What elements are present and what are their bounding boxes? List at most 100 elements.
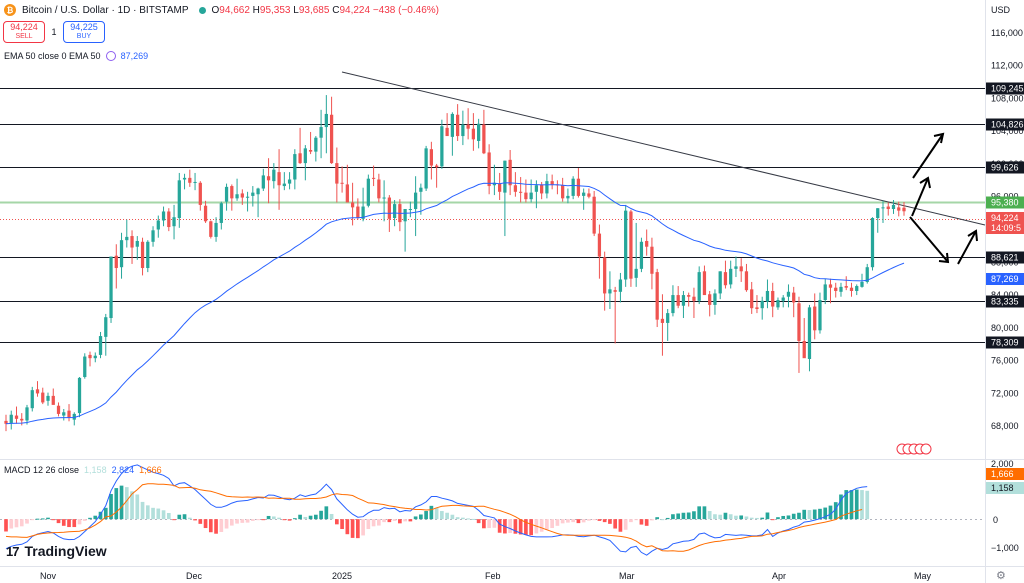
candle-body	[550, 181, 554, 185]
candle-body	[230, 186, 234, 199]
candle-body	[844, 286, 848, 288]
candle-body	[865, 267, 869, 282]
candle-body	[886, 206, 890, 210]
arrow-up-1-head	[933, 132, 945, 144]
candle-body	[419, 187, 423, 192]
price-tick: 72,000	[991, 388, 1019, 398]
macd-histogram-bar	[571, 519, 575, 523]
macd-histogram-bar	[19, 519, 24, 527]
candle-body	[792, 292, 796, 303]
currency-label[interactable]: USD	[991, 5, 1011, 15]
buy-button[interactable]: 94,225 BUY	[63, 21, 105, 43]
candle-body	[765, 290, 770, 302]
candle-body	[308, 149, 313, 152]
tradingview-logo[interactable]: 17 TradingView	[6, 543, 107, 559]
ema-price-tag: 87,269	[986, 273, 1024, 285]
price-tick: 112,000	[991, 61, 1023, 71]
macd-histogram-bar	[9, 519, 14, 529]
candle-body	[650, 246, 654, 274]
macd-histogram-bar	[592, 519, 597, 521]
macd-histogram-bar	[655, 517, 660, 520]
candle-body	[839, 286, 843, 292]
macd-histogram-bar	[623, 519, 628, 530]
macd-histogram-bar	[681, 512, 686, 520]
candle-body	[429, 149, 433, 166]
candle-body	[266, 176, 271, 181]
ema-value: 87,269	[120, 51, 149, 61]
symbol-title[interactable]: Bitcoin / U.S. Dollar · 1D · BITSTAMP	[22, 4, 189, 16]
macd-legend[interactable]: MACD 12 26 close 1,158 2,824 1,666	[4, 465, 162, 475]
candle-body	[119, 240, 124, 268]
bitcoin-icon: ₿	[4, 4, 16, 16]
macd-histogram-bar	[686, 512, 691, 520]
candle-body	[93, 355, 97, 359]
time-label: Dec	[186, 571, 203, 581]
macd-histogram-bar	[760, 517, 765, 520]
candle-body	[713, 293, 717, 305]
macd-histogram-bar	[329, 513, 334, 520]
ema-legend[interactable]: EMA 50 close 0 EMA 50 87,269	[4, 51, 148, 61]
candle-body	[377, 179, 381, 199]
candle-body	[209, 221, 213, 237]
macd-histogram-bar	[650, 519, 654, 521]
macd-histogram-bar	[319, 510, 323, 520]
candle-body	[9, 414, 13, 423]
candle-body	[350, 202, 355, 208]
candle-body	[140, 241, 145, 269]
projection-arrows[interactable]	[909, 132, 978, 265]
macd-histogram-bar	[235, 519, 239, 524]
level-tag	[986, 82, 1024, 95]
candle-body	[272, 169, 276, 182]
macd-histogram-bar	[707, 511, 712, 520]
last-price-value: 94,224	[991, 213, 1019, 223]
macd-line	[5, 464, 868, 556]
candle-body	[755, 307, 759, 310]
macd-histogram-bar	[298, 514, 302, 520]
macd-histogram-bar	[198, 519, 203, 524]
macd-histogram-bar	[277, 517, 281, 520]
macd-histogram-bar	[466, 518, 470, 520]
candle-body	[608, 289, 612, 294]
macd-hist-value: 1,158	[84, 465, 107, 475]
macd-histogram-bar	[476, 519, 481, 524]
level-price-tags: 109,245 104,826 99,626 95,380 88,621 83,335 78…	[986, 82, 1024, 349]
candle-body	[282, 183, 286, 187]
candle-body	[413, 192, 418, 210]
macd-histogram-bar	[639, 519, 644, 525]
macd-histogram-bar	[193, 519, 197, 521]
price-tick: 68,000	[991, 421, 1019, 431]
sell-button[interactable]: 94,224 SELL	[3, 21, 45, 43]
time-label: Nov	[40, 571, 57, 581]
candle-body	[51, 395, 55, 405]
candle-body	[771, 290, 775, 307]
candle-body	[687, 295, 691, 297]
trade-panel: 94,224 SELL 1 94,225 BUY	[3, 21, 105, 43]
gear-icon[interactable]: ⚙	[996, 570, 1006, 582]
macd-histogram-bar	[692, 511, 696, 520]
candle-body	[797, 303, 801, 341]
candle-body	[314, 137, 318, 152]
macd-signal-value: 1,666	[139, 465, 162, 475]
macd-histogram-bar	[145, 505, 150, 520]
macd-histogram-bar	[812, 509, 817, 520]
time-label: Apr	[772, 571, 786, 581]
level-tag	[986, 251, 1024, 264]
candle-body	[813, 306, 817, 331]
macd-histogram-bar	[282, 519, 287, 521]
candle-body	[477, 123, 481, 141]
macd-histogram-bar	[67, 519, 71, 528]
macd-histogram-bar	[697, 506, 702, 520]
event-markers[interactable]	[896, 443, 932, 455]
macd-histogram-bar	[419, 514, 423, 520]
arrow-rebound	[957, 230, 977, 265]
macd-histogram-bar	[335, 519, 339, 525]
candle-body	[135, 240, 139, 247]
candle-body	[303, 148, 307, 164]
macd-histogram-bar	[576, 519, 581, 524]
candle-body	[56, 405, 61, 414]
macd-histogram-bar	[508, 519, 512, 533]
macd-histogram-bar	[718, 514, 723, 520]
trend-line[interactable]	[341, 71, 986, 226]
macd-histogram-bar	[828, 505, 833, 520]
